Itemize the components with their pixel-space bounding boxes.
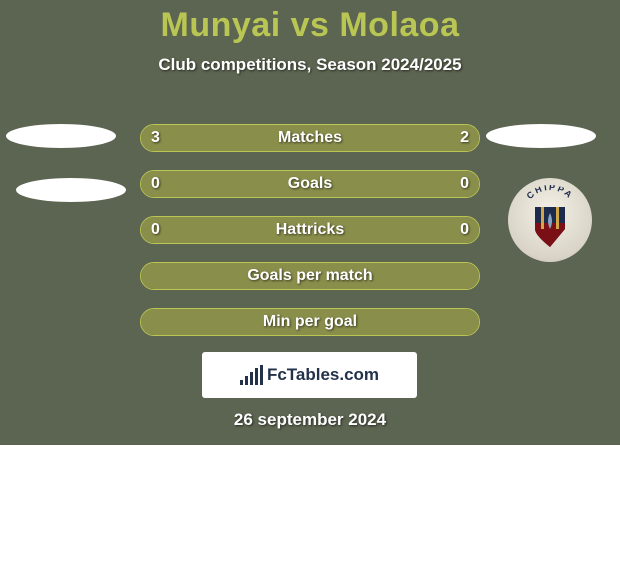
stat-label: Goals per match <box>247 267 372 285</box>
bar-chart-icon <box>240 365 263 385</box>
subtitle: Club competitions, Season 2024/2025 <box>0 55 620 75</box>
page-title: Munyai vs Molaoa <box>0 6 620 45</box>
svg-text:CHIPPA: CHIPPA <box>525 185 576 201</box>
stat-value-left: 0 <box>151 175 160 193</box>
left-player-ellipse-1 <box>6 124 116 148</box>
right-club-badge: CHIPPA <box>508 178 592 262</box>
stat-row: 0 0 Goals <box>140 170 480 198</box>
stat-label: Matches <box>278 129 342 147</box>
left-player-ellipse-2 <box>16 178 126 202</box>
stat-value-left: 0 <box>151 221 160 239</box>
stat-label: Goals <box>288 175 332 193</box>
right-player-ellipse-1 <box>486 124 596 148</box>
stat-label: Min per goal <box>263 313 357 331</box>
stat-label: Hattricks <box>276 221 344 239</box>
stat-value-right: 0 <box>460 175 469 193</box>
stat-value-left: 3 <box>151 129 160 147</box>
stat-row: 3 2 Matches <box>140 124 480 152</box>
stat-value-right: 0 <box>460 221 469 239</box>
snapshot-date: 26 september 2024 <box>0 410 620 430</box>
stat-row: Goals per match <box>140 262 480 290</box>
club-crest-icon: CHIPPA <box>515 185 585 255</box>
comparison-panel: Munyai vs Molaoa Club competitions, Seas… <box>0 0 620 445</box>
source-attribution: FcTables.com <box>202 352 417 398</box>
shield-icon: CHIPPA <box>515 185 585 255</box>
stat-row: Min per goal <box>140 308 480 336</box>
source-label: FcTables.com <box>267 365 379 385</box>
stat-value-right: 2 <box>460 129 469 147</box>
stat-rows: 3 2 Matches 0 0 Goals 0 0 Hattricks Goals per mat… <box>140 124 480 354</box>
stat-row: 0 0 Hattricks <box>140 216 480 244</box>
